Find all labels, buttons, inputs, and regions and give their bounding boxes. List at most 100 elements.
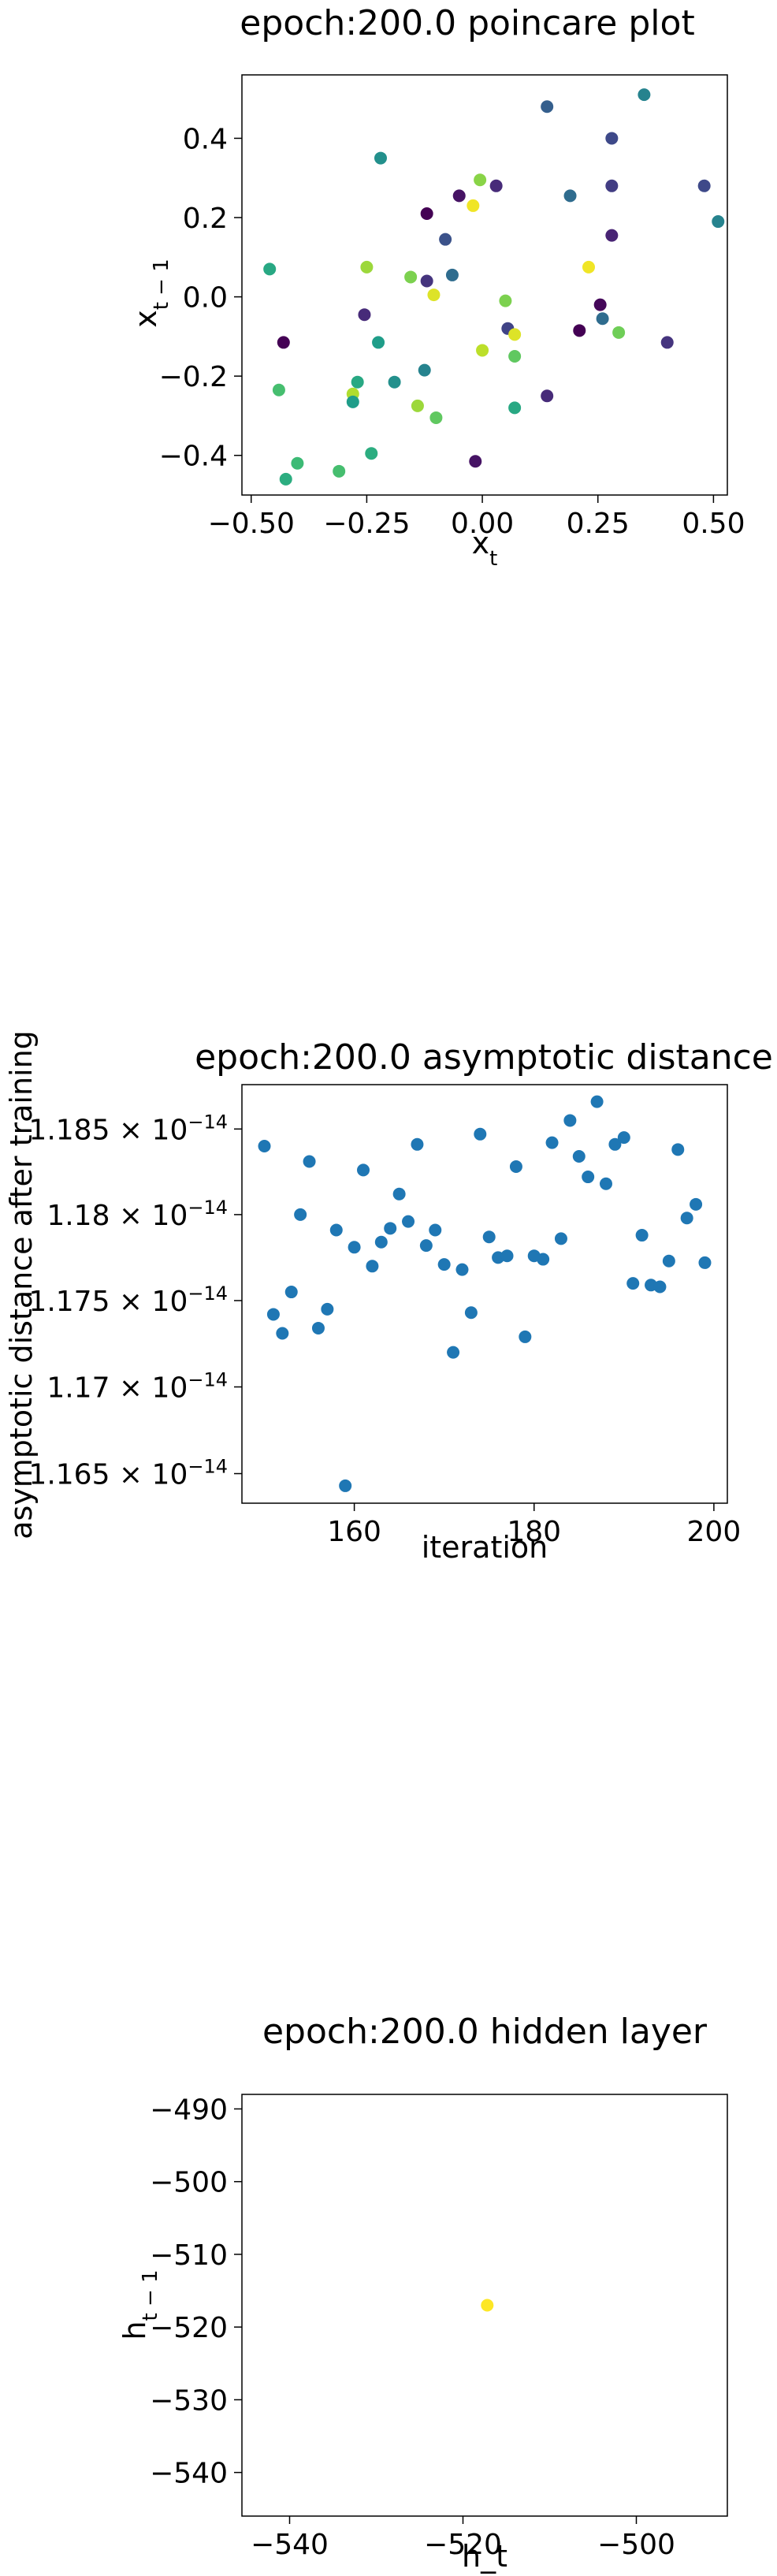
data-point (279, 472, 292, 486)
data-point (384, 1222, 397, 1235)
data-point (605, 179, 619, 192)
data-point (404, 270, 418, 284)
data-point (357, 1163, 370, 1177)
data-point (563, 1114, 577, 1127)
data-point (489, 179, 503, 192)
x-tick-label: 200 (687, 1516, 742, 1548)
data-point (429, 411, 443, 424)
data-point (402, 1215, 415, 1228)
data-point (476, 344, 489, 357)
data-point (419, 1239, 433, 1253)
data-point (266, 1308, 280, 1321)
asymptotic-title: epoch:200.0 asymptotic distance (195, 1037, 773, 1078)
data-point (671, 1143, 685, 1156)
data-point (358, 308, 371, 322)
data-point (411, 1137, 424, 1151)
data-point (420, 207, 433, 220)
data-point (329, 1223, 343, 1237)
data-point (418, 363, 431, 377)
data-point (590, 1095, 604, 1108)
data-point (680, 1212, 693, 1225)
y-tick-label: −520 (150, 2312, 228, 2344)
data-point (519, 1330, 532, 1343)
data-point (582, 1171, 595, 1184)
data-point (690, 1197, 703, 1211)
data-point (429, 1223, 442, 1237)
data-point (469, 455, 482, 468)
x-tick-label: −0.25 (323, 508, 410, 540)
data-point (474, 173, 487, 187)
data-point (508, 328, 522, 341)
data-point (365, 447, 378, 460)
data-point (638, 88, 651, 102)
data-point (500, 1249, 514, 1263)
data-point (346, 395, 359, 408)
y-tick-label: −510 (150, 2239, 228, 2272)
x-tick-label: 180 (507, 1516, 561, 1548)
data-point (272, 383, 285, 396)
asymptotic-ylabel: asymptotic distance after training (4, 1030, 39, 1539)
data-point (291, 456, 304, 470)
x-tick-label: 0.25 (567, 508, 630, 540)
plot-frame (241, 1084, 728, 1504)
data-point (612, 326, 626, 339)
data-point (572, 1149, 586, 1163)
plot-frame (241, 2094, 728, 2517)
data-point (541, 389, 554, 403)
y-tick-label: −0.4 (159, 441, 228, 473)
data-point (508, 401, 522, 415)
data-point (374, 1235, 388, 1249)
data-point (698, 1256, 712, 1269)
data-point (499, 294, 512, 307)
data-point (263, 262, 277, 276)
data-point (321, 1302, 334, 1316)
asymptotic-distance-chart: epoch:200.0 asymptotic distance 160 180 20… (4, 1030, 773, 1565)
data-point (303, 1155, 316, 1168)
data-point (697, 179, 711, 192)
poincare-plot-area: −0.50 −0.25 0.00 0.25 0.50 −0.4 −0.2 0.0 0.2 0.4 (159, 74, 745, 540)
data-point (392, 1187, 406, 1201)
data-point (573, 324, 586, 337)
data-point (447, 1346, 460, 1359)
y-tick-label: −500 (150, 2167, 228, 2199)
x-tick-label: 160 (327, 1516, 381, 1548)
y-tick-label: 0.0 (183, 282, 228, 315)
data-point (509, 1160, 522, 1174)
data-point (348, 1241, 361, 1254)
data-point (366, 1260, 379, 1273)
x-tick-label: −500 (597, 2529, 675, 2561)
data-point (660, 336, 674, 349)
plot-frame (241, 74, 728, 496)
x-tick-label: −520 (424, 2529, 502, 2561)
data-point (311, 1321, 325, 1335)
data-point (411, 399, 424, 412)
data-point (277, 336, 290, 349)
y-tick-label: −540 (150, 2458, 228, 2490)
data-point (541, 100, 554, 114)
data-point (276, 1327, 289, 1340)
y-tick-label: −490 (150, 2094, 228, 2126)
hidden-xlabel: h_t (462, 2539, 507, 2574)
data-point (605, 229, 619, 242)
data-point (445, 268, 459, 281)
data-point (608, 1137, 622, 1151)
data-point (482, 1230, 496, 1244)
data-point (420, 274, 433, 288)
data-point (372, 336, 385, 349)
data-point (593, 298, 607, 311)
data-point (388, 375, 401, 389)
data-point (258, 1139, 271, 1152)
data-point (481, 2299, 494, 2312)
y-tick-label: −530 (150, 2384, 228, 2417)
poincare-chart: epoch:200.0 poincare plot −0.50 −0.25 0.00… (128, 3, 745, 571)
data-point (360, 260, 374, 274)
data-point (596, 312, 609, 326)
y-tick-label: 0.4 (183, 123, 228, 155)
x-tick-label: −540 (251, 2529, 329, 2561)
data-point (635, 1229, 649, 1242)
data-point (474, 1127, 487, 1141)
data-point (582, 260, 595, 274)
x-tick-label: −0.50 (208, 508, 295, 540)
data-point (294, 1208, 307, 1221)
